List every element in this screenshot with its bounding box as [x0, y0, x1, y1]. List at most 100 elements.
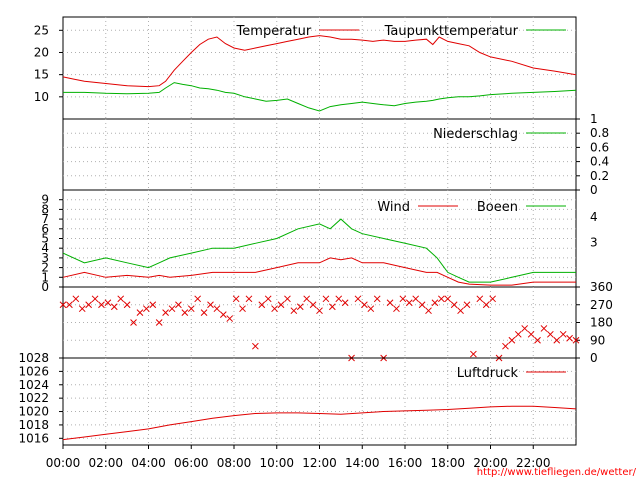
direction-marker: [181, 309, 189, 316]
direction-marker: [245, 295, 253, 303]
direction-marker: [78, 305, 86, 313]
direction-marker: [367, 305, 375, 313]
x-tick-label: 02:00: [88, 456, 123, 470]
y-tick-label: 1016: [18, 431, 49, 445]
direction-marker: [322, 295, 330, 303]
direction-marker: [162, 309, 169, 316]
series-line-luftdruck: [62, 405, 577, 441]
y-tick-label: 8: [41, 202, 49, 216]
y-tick-label: 1026: [18, 364, 49, 378]
direction-marker: [72, 295, 80, 303]
direction-marker: [91, 295, 99, 303]
direction-marker: [341, 299, 349, 307]
direction-marker: [303, 295, 311, 303]
legend-label: Wind: [377, 200, 410, 215]
direction-marker: [123, 301, 131, 309]
direction-marker: [399, 295, 407, 303]
y-tick-label: 20: [34, 45, 49, 59]
legend-label: Boeen: [477, 200, 518, 215]
direction-marker: [187, 305, 195, 313]
direction-marker: [431, 299, 439, 307]
direction-marker: [559, 330, 567, 338]
y-tick-label: 1024: [18, 378, 49, 392]
x-tick-label: 16:00: [388, 456, 423, 470]
series-line-boeen: [62, 218, 576, 283]
direction-marker: [168, 305, 176, 313]
legend-label: Niederschlag: [433, 127, 518, 142]
direction-marker: [566, 334, 573, 342]
direction-marker: [66, 301, 73, 309]
direction-marker: [463, 301, 471, 309]
x-tick-label: 06:00: [174, 456, 209, 470]
direction-marker: [117, 295, 125, 303]
direction-marker: [155, 319, 163, 326]
panel-temperature: 10 15 20 25 Taupunkttemperatur Temperatur: [34, 16, 577, 120]
direction-marker: [104, 299, 112, 307]
y-tick-label: 0.4: [590, 155, 609, 169]
direction-marker: [534, 336, 541, 344]
direction-marker: [444, 295, 452, 303]
panel-precipitation: 00.20.40.60.81 Niederschlag: [62, 112, 609, 197]
y-tick-label: 3: [41, 251, 49, 265]
direction-marker: [540, 325, 548, 332]
direction-marker: [98, 301, 105, 309]
direction-marker: [470, 350, 477, 358]
direction-marker: [437, 295, 445, 303]
direction-marker: [207, 301, 214, 309]
credit-link[interactable]: http://www.tiefliegen.de/wetter/: [477, 467, 637, 478]
y-tick-label: 0: [590, 183, 598, 197]
direction-marker: [373, 295, 381, 303]
direction-marker: [85, 301, 93, 309]
direction-marker: [258, 301, 266, 309]
y-tick-label: 1020: [18, 405, 49, 419]
y-tick-label: 1018: [18, 418, 49, 432]
series-line-temperatur: [62, 35, 577, 88]
direction-marker: [553, 336, 561, 344]
x-tick-label: 18:00: [430, 456, 465, 470]
direction-marker: [572, 336, 580, 344]
direction-marker: [361, 301, 368, 309]
direction-marker: [502, 342, 509, 350]
direction-marker: [508, 336, 516, 344]
direction-marker: [450, 301, 458, 309]
direction-marker: [546, 330, 554, 338]
direction-marker: [521, 325, 529, 332]
x-tick-label: 14:00: [345, 456, 380, 470]
direction-marker: [425, 307, 432, 315]
direction-marker: [110, 303, 118, 311]
direction-marker: [309, 301, 317, 309]
direction-marker: [386, 299, 394, 307]
direction-marker: [226, 315, 234, 322]
x-tick-label: 22:00: [516, 456, 551, 470]
x-tick-label: 04:00: [131, 456, 166, 470]
direction-marker: [405, 299, 413, 307]
direction-marker: [354, 295, 362, 303]
y-tick-label: 0: [590, 351, 598, 365]
y-tick-label: 360: [590, 280, 613, 294]
direction-marker: [335, 295, 343, 303]
direction-marker: [219, 311, 227, 318]
direction-marker: [277, 301, 285, 309]
x-tick-label: 12:00: [302, 456, 337, 470]
direction-marker: [328, 303, 336, 311]
direction-marker: [239, 305, 246, 313]
direction-marker: [393, 305, 400, 313]
y-tick-label: 2: [41, 261, 49, 275]
legend-label: Taupunkttemperatur: [384, 24, 519, 39]
panel-wind-direction: 0 90 180 270 360: [59, 280, 613, 365]
legend-label: Temperatur: [236, 24, 312, 39]
x-tick-label: 00:00: [46, 456, 81, 470]
direction-marker: [482, 301, 490, 309]
y-tick-label: 1: [590, 112, 598, 126]
direction-marker: [252, 342, 259, 350]
y-tick-label: 0.8: [590, 126, 609, 140]
direction-marker: [290, 307, 298, 315]
x-axis: 00:00 02:00 04:00 06:00 08:00 10:00 12:00 14:00…: [46, 445, 551, 470]
y-tick-label: 6: [41, 222, 49, 236]
direction-marker: [130, 319, 137, 326]
direction-marker: [213, 305, 221, 313]
